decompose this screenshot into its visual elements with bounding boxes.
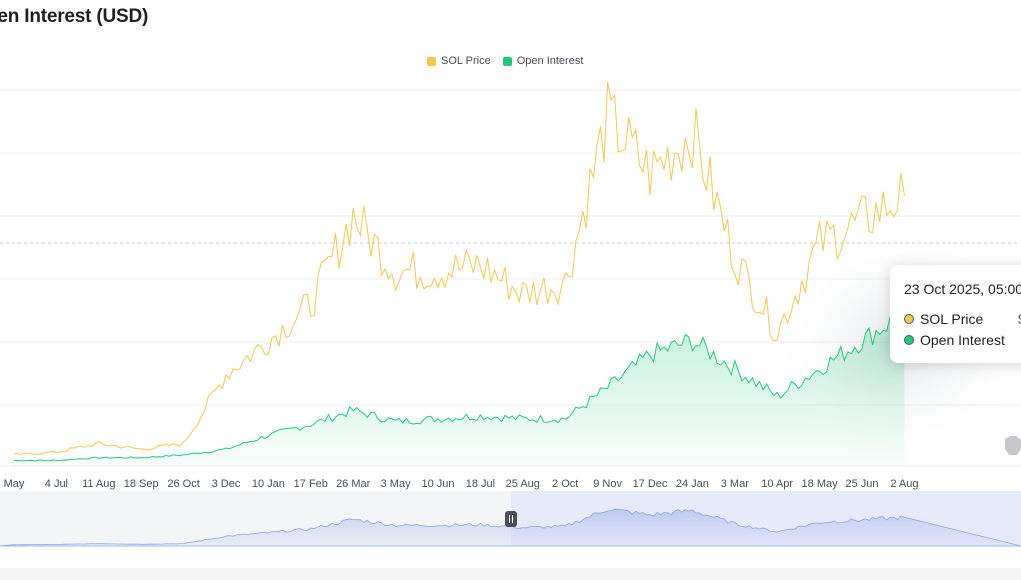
x-tick-label: 2 Aug bbox=[890, 478, 918, 490]
point-open-interest-15 bbox=[649, 353, 652, 356]
x-tick-label: 18 Sep bbox=[124, 478, 159, 490]
x-tick-label: 24 Jan bbox=[676, 478, 709, 490]
tooltip-label-sol-price: SOL Price bbox=[920, 311, 984, 327]
x-tick-label: 25 Jun bbox=[845, 478, 878, 490]
x-tick-label: 10 Jan bbox=[252, 478, 285, 490]
point-open-interest-9 bbox=[394, 420, 397, 423]
point-sol-price-13 bbox=[564, 281, 567, 284]
point-open-interest-18 bbox=[776, 395, 779, 398]
point-sol-price-19 bbox=[818, 242, 821, 245]
point-open-interest-5 bbox=[225, 448, 228, 451]
point-open-interest-13 bbox=[564, 417, 567, 420]
point-sol-price-0 bbox=[13, 453, 16, 456]
x-tick-label: 11 Aug bbox=[82, 478, 115, 490]
point-open-interest-17 bbox=[733, 367, 736, 370]
chart-title: pen Interest (USD) bbox=[0, 6, 149, 27]
point-sol-price-15 bbox=[649, 172, 652, 175]
point-open-interest-2 bbox=[97, 456, 100, 459]
x-tick-label: 4 Jul bbox=[45, 478, 68, 490]
point-sol-price-9 bbox=[394, 270, 397, 273]
x-tick-label: 10 Jun bbox=[421, 478, 454, 490]
legend-swatch-open-interest bbox=[502, 56, 512, 66]
legend-item-sol-price[interactable]: SOL Price bbox=[427, 55, 491, 67]
tooltip-dot-sol-price bbox=[904, 314, 914, 324]
point-open-interest-1 bbox=[55, 459, 58, 462]
x-tick-label: 10 Apr bbox=[761, 478, 793, 490]
point-sol-price-11 bbox=[479, 264, 482, 267]
point-open-interest-19 bbox=[818, 367, 821, 370]
tooltip-value-sol-price: $ bbox=[1018, 311, 1021, 327]
point-open-interest-4 bbox=[182, 453, 185, 456]
x-tick-label: 26 Mar bbox=[336, 478, 371, 490]
x-tick-label: 17 Dec bbox=[633, 478, 668, 490]
x-tick-label: 17 Feb bbox=[294, 478, 328, 490]
plot-area bbox=[13, 82, 906, 466]
point-sol-price-20 bbox=[861, 219, 864, 222]
x-tick-label: 18 Jul bbox=[466, 478, 495, 490]
point-sol-price-7 bbox=[309, 303, 312, 306]
point-sol-price-2 bbox=[97, 442, 100, 445]
point-open-interest-7 bbox=[309, 423, 312, 426]
point-sol-price-10 bbox=[437, 270, 440, 273]
x-tick-label: 2 Oct bbox=[552, 478, 578, 490]
x-axis: May 4 Jul 11 Aug 18 Sep 26 Oct 3 Dec 10 Jan 17 … bbox=[4, 478, 919, 490]
point-open-interest-8 bbox=[352, 409, 355, 412]
point-open-interest-16 bbox=[691, 339, 694, 342]
tooltip-label-open-interest: Open Interest bbox=[920, 332, 1005, 348]
point-sol-price-4 bbox=[182, 442, 185, 445]
legend-item-open-interest[interactable]: Open Interest bbox=[502, 55, 584, 67]
bottom-strip bbox=[0, 568, 1021, 580]
x-tick-label: May bbox=[4, 478, 25, 490]
tooltip-date: 23 Oct 2025, 05:00 bbox=[904, 281, 1021, 297]
series-line-open-interest bbox=[13, 311, 905, 462]
point-sol-price-18 bbox=[776, 331, 779, 334]
navigator-series-area bbox=[0, 508, 1021, 547]
navigator-range-handle[interactable] bbox=[505, 511, 517, 527]
legend-label-sol-price: SOL Price bbox=[441, 55, 491, 67]
point-sol-price-5 bbox=[225, 373, 228, 376]
point-open-interest-10 bbox=[437, 417, 440, 420]
point-sol-price-14 bbox=[606, 116, 609, 119]
point-sol-price-12 bbox=[521, 292, 524, 295]
point-sol-price-3 bbox=[140, 448, 143, 451]
point-open-interest-20 bbox=[861, 339, 864, 342]
point-open-interest-14 bbox=[606, 387, 609, 390]
point-open-interest-6 bbox=[267, 434, 270, 437]
point-open-interest-11 bbox=[479, 414, 482, 417]
range-navigator[interactable] bbox=[0, 491, 1021, 547]
x-tick-label: 9 Nov bbox=[593, 478, 622, 490]
point-open-interest-3 bbox=[140, 456, 143, 459]
tooltip-row-sol-price: SOL Price bbox=[904, 311, 983, 327]
x-tick-label: 18 May bbox=[802, 478, 839, 490]
point-sol-price-16 bbox=[691, 130, 694, 133]
point-sol-price-17 bbox=[733, 256, 736, 259]
x-tick-label: 3 Mar bbox=[721, 478, 749, 490]
point-open-interest-0 bbox=[13, 459, 16, 462]
chart-legend: SOL Price Open Interest bbox=[427, 55, 583, 67]
x-tick-label: 26 Oct bbox=[167, 478, 199, 490]
tooltip-dot-open-interest bbox=[904, 335, 914, 345]
point-sol-price-6 bbox=[267, 339, 270, 342]
legend-label-open-interest: Open Interest bbox=[516, 55, 584, 67]
brand-watermark-icon bbox=[1005, 436, 1021, 455]
point-sol-price-8 bbox=[352, 214, 355, 217]
point-sol-price-1 bbox=[55, 451, 58, 454]
x-tick-label: 3 May bbox=[381, 478, 411, 490]
tooltip-row-open-interest: Open Interest bbox=[904, 332, 1005, 348]
x-tick-label: 25 Aug bbox=[506, 478, 540, 490]
hover-tooltip: 23 Oct 2025, 05:00 SOL Price $ Open Inte… bbox=[890, 265, 1021, 363]
series-area-open-interest bbox=[14, 311, 905, 466]
legend-swatch-sol-price bbox=[427, 56, 436, 66]
series-line-sol-price bbox=[13, 82, 905, 456]
point-sol-price-21 bbox=[903, 194, 906, 197]
x-tick-label: 3 Dec bbox=[212, 478, 241, 490]
point-open-interest-12 bbox=[521, 417, 524, 420]
